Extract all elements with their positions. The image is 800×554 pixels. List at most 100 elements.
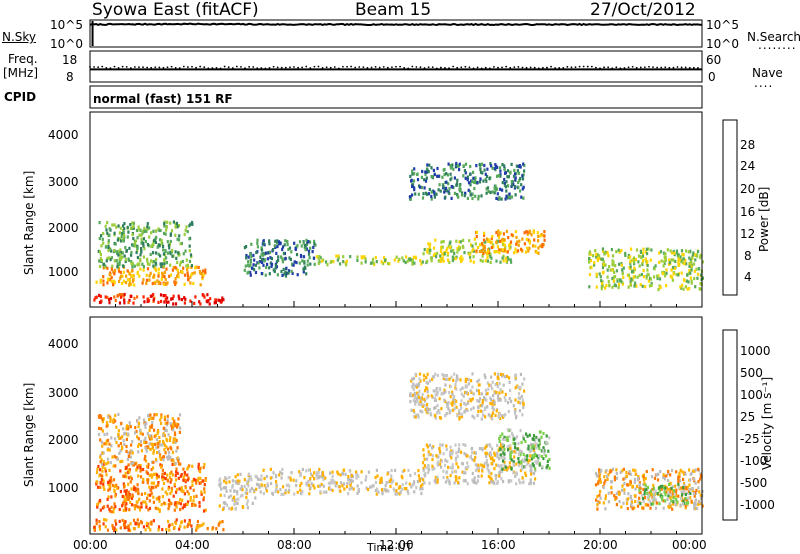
heatmap-cell [220,487,223,491]
heatmap-cell [522,173,525,177]
heatmap-cell [262,242,265,246]
heatmap-cell [264,251,267,255]
heatmap-cell [95,522,98,526]
heatmap-cell [425,192,429,196]
heatmap-cell [626,483,629,487]
heatmap-cell [182,478,185,482]
heatmap-cell [421,461,425,465]
heatmap-cell [243,268,246,272]
heatmap-cell [679,285,682,289]
heatmap-cell [137,524,140,529]
heatmap-cell [417,395,420,399]
heatmap-cell [266,262,269,266]
heatmap-cell [474,451,477,455]
heatmap-cell [661,272,665,276]
heatmap-cell [482,251,485,256]
heatmap-cell [485,237,488,241]
heatmap-cell [487,189,490,194]
heatmap-cell [125,444,128,449]
heatmap-cell [646,260,649,264]
heatmap-cell [134,489,137,493]
heatmap-cell [280,255,283,259]
heatmap-cell [673,266,676,270]
heatmap-cell [141,432,144,436]
heatmap-cell [628,276,631,280]
heatmap-cell [129,522,132,526]
heatmap-cell [169,233,172,237]
heatmap-cell [350,478,353,482]
heatmap-cell [530,457,533,461]
heatmap-cell [419,403,422,407]
nave-point [407,67,410,70]
heatmap-cell [219,520,222,524]
heatmap-cell [604,494,607,498]
heatmap-cell [287,490,290,494]
heatmap-cell [118,237,121,241]
heatmap-cell [519,386,522,390]
heatmap-cell [467,251,470,255]
heatmap-cell [639,249,642,253]
heatmap-cell [677,481,680,485]
heatmap-cell [221,296,224,300]
heatmap-cell [181,270,184,274]
heatmap-cell [392,479,395,483]
heatmap-cell [417,415,420,419]
heatmap-cell [268,239,271,243]
heatmap-cell [307,252,311,256]
heatmap-cell [383,487,386,492]
heatmap-cell [113,270,116,274]
heatmap-cell [106,504,109,508]
heatmap-cell [516,169,519,173]
heatmap-cell [640,272,643,277]
heatmap-cell [615,250,618,254]
heatmap-cell [274,473,278,478]
heatmap-cell [164,249,167,253]
heatmap-cell [691,253,695,257]
heatmap-cell [401,487,404,491]
heatmap-cell [191,220,194,225]
heatmap-cell [498,391,501,395]
heatmap-cell [522,185,525,189]
heatmap-cell [651,468,654,472]
heatmap-cell [174,501,177,505]
heatmap-cell [496,451,499,456]
heatmap-cell [199,271,202,275]
heatmap-cell [287,475,290,480]
heatmap-cell [414,402,417,406]
heatmap-cell [505,180,508,184]
heatmap-cell [223,479,226,483]
heatmap-cell [514,178,517,182]
heatmap-cell [475,235,478,239]
heatmap-cell [426,445,429,449]
heatmap-cell [119,252,122,256]
heatmap-cell [101,465,104,469]
heatmap-cell [150,475,153,479]
heatmap-cell [174,222,177,226]
heatmap-cell [128,246,131,250]
heatmap-cell [191,503,194,507]
heatmap-cell [685,262,688,266]
heatmap-cell [201,269,204,273]
heatmap-cell [139,257,142,261]
heatmap-cell [341,484,344,488]
heatmap-cell [160,265,163,269]
heatmap-cell [473,416,476,420]
heatmap-cell [414,192,417,196]
heatmap-cell [178,297,181,301]
heatmap-cell [234,480,237,484]
heatmap-cell [197,465,200,469]
heatmap-cell [157,441,160,445]
heatmap-cell [275,480,278,484]
heatmap-cell [270,264,273,268]
heatmap-cell [179,260,182,264]
heatmap-cell [436,477,439,481]
heatmap-cell [522,437,525,441]
heatmap-cell [459,388,462,392]
heatmap-cell [143,457,146,461]
heatmap-cell [112,478,116,482]
nave-point [240,65,242,68]
heatmap-cell [496,245,499,249]
heatmap-cell [634,487,637,491]
heatmap-cell [150,487,153,491]
heatmap-cell [163,222,166,226]
